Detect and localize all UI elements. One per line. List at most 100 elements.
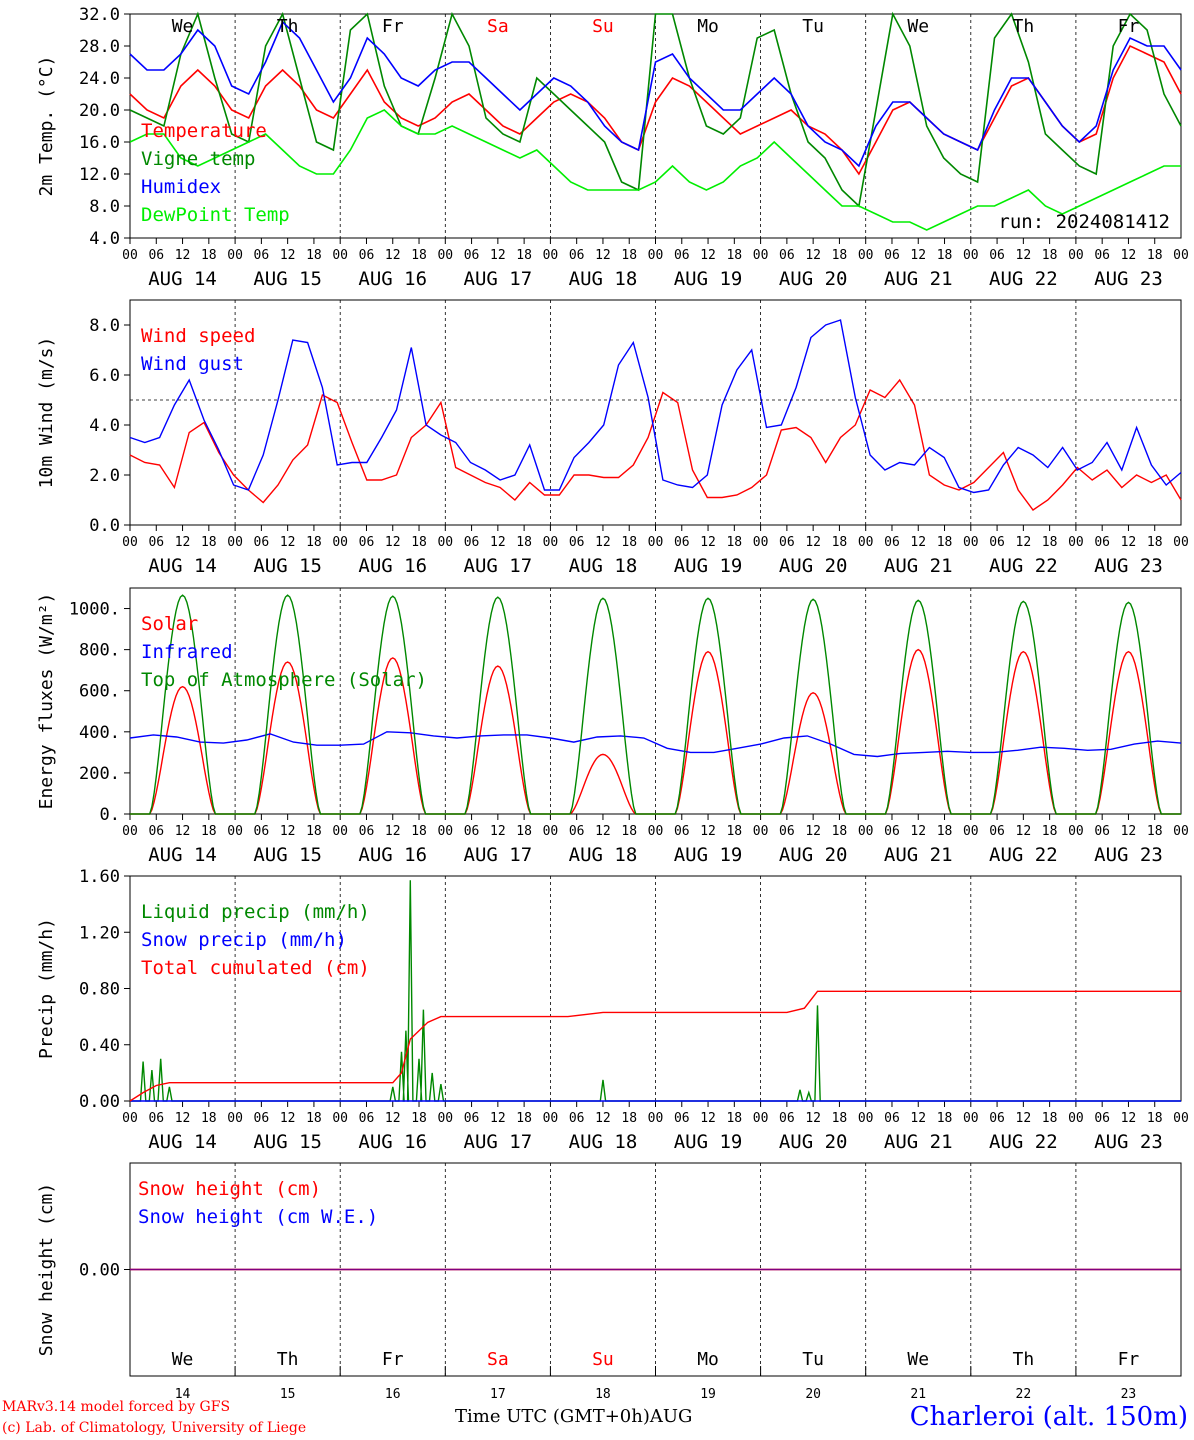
hour-tick-label: 18 — [306, 248, 322, 263]
date-label: AUG 14 — [148, 844, 217, 866]
hour-tick-label: 12 — [280, 824, 296, 839]
hour-tick-label: 12 — [490, 824, 506, 839]
hour-tick-label: 06 — [1094, 248, 1110, 263]
legend-wind-gust: Wind gust — [141, 353, 244, 375]
hour-tick-label: 00 — [963, 824, 979, 839]
date-label: AUG 21 — [884, 268, 953, 290]
y-tick-label: 24.0 — [79, 69, 120, 89]
day-number-label: 14 — [175, 1387, 191, 1400]
hour-tick-label: 00 — [1068, 248, 1084, 263]
hour-tick-label: 00 — [332, 1111, 348, 1126]
hour-tick-label: 12 — [595, 535, 611, 550]
hour-tick-label: 00 — [437, 535, 453, 550]
weekday-label: Th — [277, 16, 299, 37]
hour-tick-label: 06 — [884, 1111, 900, 1126]
date-label: AUG 19 — [674, 844, 743, 866]
hour-tick-label: 12 — [490, 1111, 506, 1126]
legend-snow-precip-mm-h: Snow precip (mm/h) — [141, 929, 347, 951]
weekday-label: We — [172, 1349, 194, 1370]
y-axis-label: Snow height (cm) — [36, 1183, 57, 1356]
hour-tick-label: 12 — [1121, 1111, 1137, 1126]
hour-tick-label: 18 — [621, 248, 637, 263]
y-tick-label: 1000. — [69, 600, 120, 620]
hour-tick-label: 06 — [884, 248, 900, 263]
hour-tick-label: 18 — [306, 1111, 322, 1126]
date-label: AUG 20 — [779, 1131, 848, 1153]
date-label: AUG 14 — [148, 1131, 217, 1153]
hour-tick-label: 12 — [175, 1111, 191, 1126]
date-label: AUG 22 — [989, 268, 1058, 290]
hour-tick-label: 06 — [148, 824, 164, 839]
y-axis-label: Energy fluxes (W/m²) — [36, 593, 57, 810]
y-axis-label: Precip (mm/h) — [36, 918, 57, 1059]
weekday-label: Th — [1013, 1349, 1035, 1370]
hour-tick-label: 12 — [910, 1111, 926, 1126]
legend-temperature: Temperature — [141, 120, 267, 142]
hour-tick-label: 12 — [595, 248, 611, 263]
hour-tick-label: 12 — [490, 535, 506, 550]
hour-tick-label: 12 — [805, 248, 821, 263]
hour-tick-label: 12 — [1016, 1111, 1032, 1126]
y-tick-label: 0. — [100, 805, 120, 825]
panel-snow-height-cm: 0.00 Snow height (cm) Snow height (cm) Snow… — [36, 1162, 1182, 1400]
hour-tick-label: 18 — [1147, 1111, 1163, 1126]
meteogram-chart: 4.0 8.0 12.0 16.0 20.0 24.0 28.0 32.0 2m Temp. (… — [36, 5, 1189, 1400]
hour-tick-label: 12 — [805, 824, 821, 839]
hour-tick-label: 00 — [1068, 1111, 1084, 1126]
weekday-label: Sa — [487, 16, 509, 37]
hour-tick-label: 12 — [175, 535, 191, 550]
x-axis-title: Time UTC (GMT+0h)AUG — [455, 1406, 693, 1427]
day-number-label: 20 — [805, 1387, 821, 1400]
hour-tick-label: 06 — [464, 248, 480, 263]
day-number-label: 17 — [490, 1387, 506, 1400]
hour-tick-label: 18 — [621, 535, 637, 550]
date-label: AUG 18 — [569, 268, 638, 290]
legend-snow-height-cm-w-e: Snow height (cm W.E.) — [138, 1206, 378, 1228]
date-label: AUG 15 — [253, 844, 322, 866]
hour-tick-label: 00 — [753, 824, 769, 839]
panel-precip-mm-h: 0.00 0.40 0.80 1.20 1.60 Precip (mm/h) 00 06 12 1… — [36, 867, 1189, 1153]
legend-dewpoint-temp: DewPoint Temp — [141, 204, 290, 226]
date-label: AUG 14 — [148, 268, 217, 290]
hour-tick-label: 12 — [1016, 248, 1032, 263]
hour-tick-label: 00 — [543, 535, 559, 550]
hour-tick-label: 12 — [280, 535, 296, 550]
weekday-label: Tu — [802, 1349, 824, 1370]
run-label: run: 2024081412 — [998, 211, 1170, 233]
hour-tick-label: 18 — [201, 824, 217, 839]
hour-tick-label: 18 — [726, 824, 742, 839]
weekday-label: We — [907, 16, 929, 37]
y-tick-label: 0.0 — [89, 516, 120, 536]
weekday-label: We — [172, 16, 194, 37]
hour-tick-label: 00 — [227, 1111, 243, 1126]
date-label: AUG 23 — [1094, 555, 1163, 577]
y-tick-label: 600. — [79, 682, 120, 702]
hour-tick-label: 12 — [595, 824, 611, 839]
hour-tick-label: 12 — [1016, 824, 1032, 839]
hour-tick-label: 06 — [674, 248, 690, 263]
weekday-label: We — [907, 1349, 929, 1370]
day-number-label: 16 — [385, 1387, 401, 1400]
hour-tick-label: 18 — [1042, 824, 1058, 839]
hour-tick-label: 12 — [700, 535, 716, 550]
weekday-label: Fr — [1118, 16, 1140, 37]
hour-tick-label: 00 — [648, 535, 664, 550]
hour-tick-label: 06 — [359, 248, 375, 263]
hour-tick-label: 12 — [910, 248, 926, 263]
hour-tick-label: 18 — [937, 535, 953, 550]
date-label: AUG 23 — [1094, 1131, 1163, 1153]
y-tick-label: 1.20 — [79, 923, 120, 943]
hour-tick-label: 18 — [1042, 535, 1058, 550]
hour-tick-label: 00 — [963, 535, 979, 550]
hour-tick-label: 18 — [937, 248, 953, 263]
date-label: AUG 19 — [674, 268, 743, 290]
hour-tick-label: 00 — [437, 1111, 453, 1126]
hour-tick-label: 00 — [1173, 248, 1189, 263]
legend-vigne-temp: Vigne temp — [141, 148, 255, 170]
hour-tick-label: 18 — [832, 824, 848, 839]
legend-top-of-atmosphere-solar: Top of Atmosphere (Solar) — [141, 669, 427, 691]
series-total-cumulated-cm — [129, 990, 1181, 1102]
hour-tick-label: 00 — [648, 1111, 664, 1126]
date-label: AUG 15 — [253, 268, 322, 290]
hour-tick-label: 00 — [122, 535, 138, 550]
